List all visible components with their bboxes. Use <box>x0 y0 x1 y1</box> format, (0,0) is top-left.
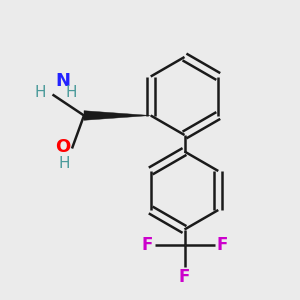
Text: F: F <box>142 236 153 253</box>
Text: F: F <box>216 236 227 253</box>
Polygon shape <box>84 111 151 120</box>
Text: H: H <box>66 85 77 100</box>
Text: H: H <box>59 156 70 171</box>
Text: F: F <box>179 268 190 286</box>
Text: H: H <box>35 85 46 100</box>
Text: N: N <box>56 72 70 90</box>
Text: O: O <box>55 138 70 156</box>
